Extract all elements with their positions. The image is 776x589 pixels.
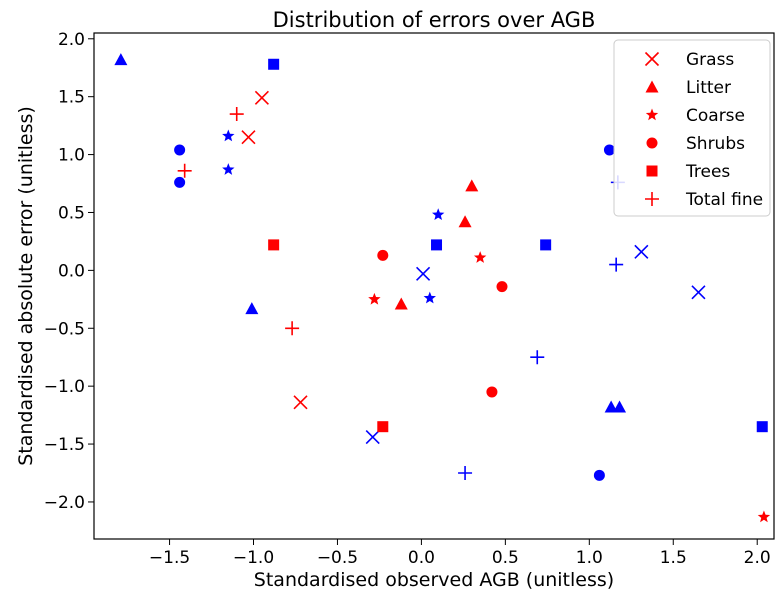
shrubs-point	[174, 176, 186, 188]
y-tick-label: −2.0	[44, 493, 85, 513]
grass-point	[241, 130, 256, 145]
chart-title: Distribution of errors over AGB	[273, 8, 596, 32]
coarse-point	[473, 251, 487, 263]
legend-marker-total-fine	[645, 192, 659, 206]
grass-point	[293, 395, 308, 410]
trees-point	[377, 421, 389, 433]
trees-point	[540, 239, 552, 251]
total-fine-point	[609, 257, 624, 272]
total-fine-point	[229, 107, 244, 122]
plot-frame	[93, 32, 775, 540]
shrubs-point	[593, 469, 605, 481]
litter-point	[613, 400, 627, 413]
trees-point	[268, 239, 280, 251]
x-tick-label: −1.0	[233, 548, 274, 568]
y-tick-label: 1.0	[58, 146, 85, 166]
legend-label-coarse: Coarse	[686, 106, 745, 126]
total-fine-point	[530, 350, 545, 365]
legend-label-trees: Trees	[685, 162, 730, 182]
litter-point	[465, 179, 479, 192]
x-tick-label: 2.0	[744, 548, 771, 568]
grass-point	[634, 244, 649, 259]
y-tick-label: −1.0	[44, 377, 85, 397]
legend-label-grass: Grass	[686, 50, 734, 70]
x-tick-label: 1.5	[660, 548, 687, 568]
data-layer	[114, 53, 771, 523]
y-tick-label: 1.5	[58, 88, 85, 108]
x-tick-label: 0.5	[492, 548, 519, 568]
grass-point	[416, 266, 431, 281]
coarse-point	[222, 129, 235, 142]
coarse-point	[757, 510, 771, 523]
trees-point	[431, 239, 443, 251]
y-axis-label: Standardised absolute error (unitless)	[15, 106, 37, 466]
y-tick-label: −1.5	[44, 435, 85, 455]
litter-point	[458, 215, 472, 228]
legend-label-shrubs: Shrubs	[686, 134, 745, 154]
trees-point	[756, 421, 768, 433]
coarse-point	[368, 292, 381, 305]
x-axis: −1.5 −1.0 −0.5 0.0 0.5 1.0 1.5 2.0	[149, 539, 771, 568]
legend-label-total-fine: Total fine	[685, 190, 763, 210]
x-tick-label: −0.5	[317, 548, 358, 568]
coarse-point	[423, 291, 436, 304]
x-tick-label: 1.0	[576, 548, 603, 568]
legend-marker-shrubs	[646, 137, 658, 149]
y-tick-label: 2.0	[58, 30, 85, 50]
coarse-point	[222, 163, 235, 175]
legend-label-litter: Litter	[686, 78, 731, 98]
grass-point	[254, 90, 269, 105]
legend-marker-litter	[645, 80, 659, 93]
litter-point	[245, 302, 259, 315]
legend-marker-trees	[646, 165, 658, 177]
legend-marker-grass	[644, 51, 660, 67]
shrubs-point	[496, 281, 508, 293]
legend-marker-coarse	[645, 108, 659, 121]
shrubs-point	[174, 144, 186, 156]
grass-point	[365, 430, 380, 445]
litter-point	[604, 400, 618, 413]
y-axis: 2.0 1.5 1.0 0.5 0.0 −0.5 −1.0 −1.5 −2.0	[44, 30, 94, 513]
y-tick-label: −0.5	[44, 319, 85, 339]
y-tick-label: 0.0	[58, 261, 85, 281]
shrubs-point	[486, 386, 498, 398]
legend: Grass Litter Coarse Shrubs Trees Total fine	[613, 39, 771, 217]
y-tick-label: 0.5	[58, 203, 85, 223]
trees-point	[268, 58, 280, 70]
x-tick-label: 0.0	[408, 548, 435, 568]
coarse-point	[432, 208, 445, 221]
grass-point	[691, 285, 706, 300]
total-fine-point	[285, 321, 300, 336]
litter-point	[114, 53, 128, 66]
total-fine-point	[458, 466, 473, 480]
x-tick-label: −1.5	[149, 548, 190, 568]
total-fine-point	[177, 163, 192, 178]
shrubs-point	[603, 144, 615, 156]
shrubs-point	[377, 249, 389, 261]
x-axis-label: Standardised observed AGB (unitless)	[254, 569, 614, 589]
litter-point	[394, 297, 408, 310]
